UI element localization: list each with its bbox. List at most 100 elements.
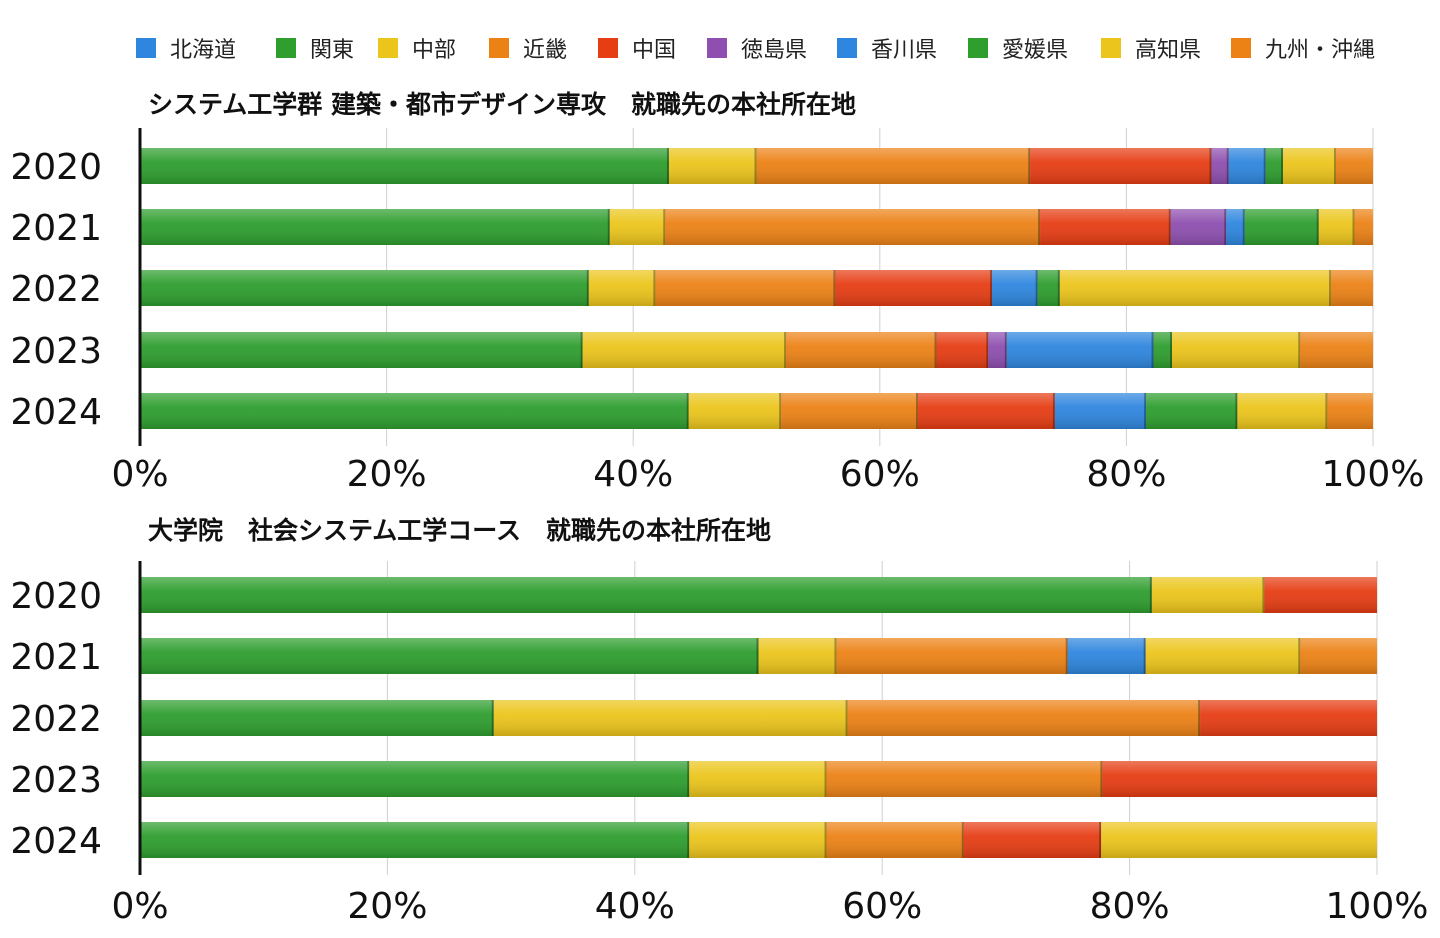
y-tick-label-2024: 2024 <box>10 821 102 862</box>
legend-label-4: 近畿 <box>523 38 567 63</box>
x-tick-label-1: 20% <box>347 454 427 495</box>
y-tick-label-2023: 2023 <box>10 760 102 801</box>
bar-row-2021 <box>140 638 1377 674</box>
legend-label-2: 関東 <box>310 38 354 63</box>
bar-2023-- <box>140 332 583 368</box>
bar-2023-- <box>826 761 1103 797</box>
legend-swatch-10 <box>1231 38 1251 58</box>
x-tick-label-3: 60% <box>840 454 920 495</box>
y-tick-label-2022: 2022 <box>10 699 102 740</box>
bar-2020-- <box>1265 148 1283 184</box>
x-tick-label-5: 100% <box>1326 886 1429 927</box>
legend-label-7: 香川県 <box>871 38 937 63</box>
bar-2021-- <box>609 209 666 245</box>
legend-label-9: 高知県 <box>1135 38 1201 63</box>
x-tick-label-4: 80% <box>1090 886 1170 927</box>
bar-2021-- <box>140 638 759 674</box>
bar-2021-- <box>1318 209 1355 245</box>
bar-2020-- <box>1282 148 1337 184</box>
bar-2021-- <box>665 209 1041 245</box>
chart-2-title: 大学院 社会システム工学コース 就職先の本社所在地 <box>148 516 771 545</box>
legend-label-10: 九州・沖縄 <box>1265 38 1375 63</box>
bar-2023-- <box>936 332 989 368</box>
bar-2022-- <box>493 700 848 736</box>
bar-2021-- <box>1040 209 1171 245</box>
bar-row-2024 <box>140 822 1377 858</box>
legend-label-8: 愛媛県 <box>1002 38 1068 63</box>
x-tick-label-5: 100% <box>1322 454 1425 495</box>
bar-2022-- <box>1059 270 1332 306</box>
bar-2022-- <box>588 270 656 306</box>
legend-label-6: 徳島県 <box>741 38 807 63</box>
bar-row-2023 <box>140 332 1373 368</box>
bar-2024-- <box>963 822 1102 858</box>
bar-2021-- <box>1067 638 1146 674</box>
bar-row-2024 <box>140 393 1373 429</box>
bar-2023-- <box>689 761 827 797</box>
bar-2020-- <box>1211 148 1229 184</box>
bar-2024-- <box>1146 393 1238 429</box>
x-tick-label-0: 0% <box>111 886 168 927</box>
legend-swatch-4 <box>489 38 509 58</box>
y-tick-label-2021: 2021 <box>10 637 102 678</box>
bar-2022-- <box>1037 270 1060 306</box>
legend: 北海道 関東 中部 近畿 中国 徳島県 香川県 愛媛県 高知県 九州・沖縄 <box>136 38 1375 63</box>
bar-2024-- <box>140 822 690 858</box>
x-tick-label-2: 40% <box>593 454 673 495</box>
y-tick-label-2022: 2022 <box>10 269 102 310</box>
y-tick-label-2020: 2020 <box>10 147 102 188</box>
bar-2024-- <box>1327 393 1373 429</box>
x-tick-label-0: 0% <box>111 454 168 495</box>
y-tick-label-2021: 2021 <box>10 208 102 249</box>
legend-label-1: 北海道 <box>170 38 236 63</box>
bar-2022-- <box>655 270 836 306</box>
bar-2024-- <box>918 393 1055 429</box>
chart-1-title: システム工学群 建築・都市デザイン専攻 就職先の本社所在地 <box>148 90 856 119</box>
y-tick-label-2024: 2024 <box>10 392 102 433</box>
legend-swatch-8 <box>968 38 988 58</box>
bar-2020-- <box>1228 148 1266 184</box>
bar-row-2020 <box>140 148 1373 184</box>
legend-swatch-6 <box>707 38 727 58</box>
bar-2023-- <box>1172 332 1301 368</box>
legend-swatch-9 <box>1101 38 1121 58</box>
bar-2024-- <box>1237 393 1328 429</box>
bar-row-2022 <box>140 700 1377 736</box>
bar-2022-- <box>140 270 589 306</box>
legend-swatch-1 <box>136 38 156 58</box>
bar-2020-- <box>1151 577 1265 613</box>
bar-2023-- <box>582 332 787 368</box>
legend-label-5: 中国 <box>632 38 676 63</box>
bar-2023-- <box>1102 761 1377 797</box>
bar-2021-- <box>1226 209 1245 245</box>
bar-2021-- <box>1354 209 1373 245</box>
bar-2024-- <box>1101 822 1377 858</box>
bar-2022-- <box>847 700 1201 736</box>
legend-swatch-5 <box>598 38 618 58</box>
bar-2023-- <box>988 332 1007 368</box>
bar-2020-- <box>140 577 1152 613</box>
bar-2022-- <box>1200 700 1377 736</box>
bar-2024-- <box>1054 393 1147 429</box>
legend-swatch-7 <box>837 38 857 58</box>
bar-2024-- <box>689 822 827 858</box>
bar-2021-- <box>758 638 837 674</box>
bar-row-2022 <box>140 270 1373 306</box>
bar-2024-- <box>140 393 689 429</box>
y-tick-label-2020: 2020 <box>10 576 102 617</box>
x-tick-label-4: 80% <box>1086 454 1166 495</box>
bar-2020-- <box>1030 148 1212 184</box>
bar-2021-- <box>1300 638 1377 674</box>
bar-2023-- <box>1006 332 1154 368</box>
legend-swatch-3 <box>378 38 398 58</box>
legend-label-3: 中部 <box>412 38 456 63</box>
bar-2024-- <box>688 393 782 429</box>
bar-2021-- <box>140 209 610 245</box>
bar-2022-- <box>140 700 494 736</box>
bar-2024-- <box>781 393 919 429</box>
bar-2020-- <box>668 148 757 184</box>
bar-row-2020 <box>140 577 1377 613</box>
